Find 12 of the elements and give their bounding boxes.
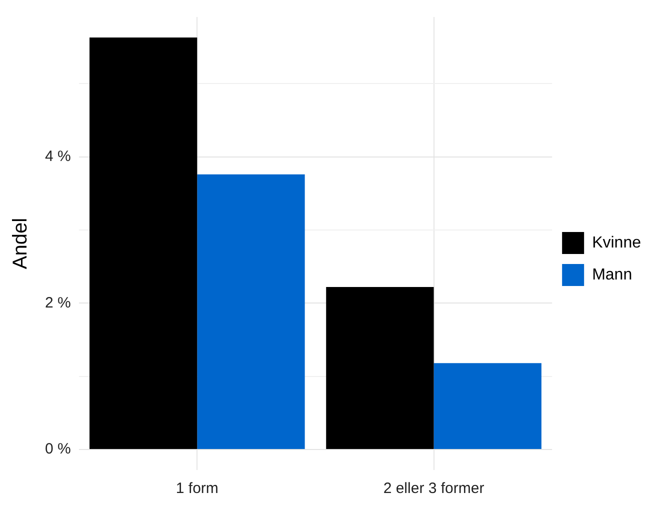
legend-label: Kvinne <box>592 234 642 252</box>
y-tick-label: 4 % <box>44 148 71 165</box>
x-tick-label: 1 form <box>176 480 218 498</box>
bar <box>197 174 305 450</box>
y-tick-label: 0 % <box>44 440 71 458</box>
y-axis-title: Andel <box>10 218 32 270</box>
bar <box>326 287 434 450</box>
legend-label: Mann <box>592 266 632 284</box>
y-tick-label: 2 % <box>44 294 71 312</box>
bar <box>434 363 542 450</box>
bar <box>89 37 198 450</box>
x-tick-label: 2 eller 3 former <box>383 480 484 498</box>
